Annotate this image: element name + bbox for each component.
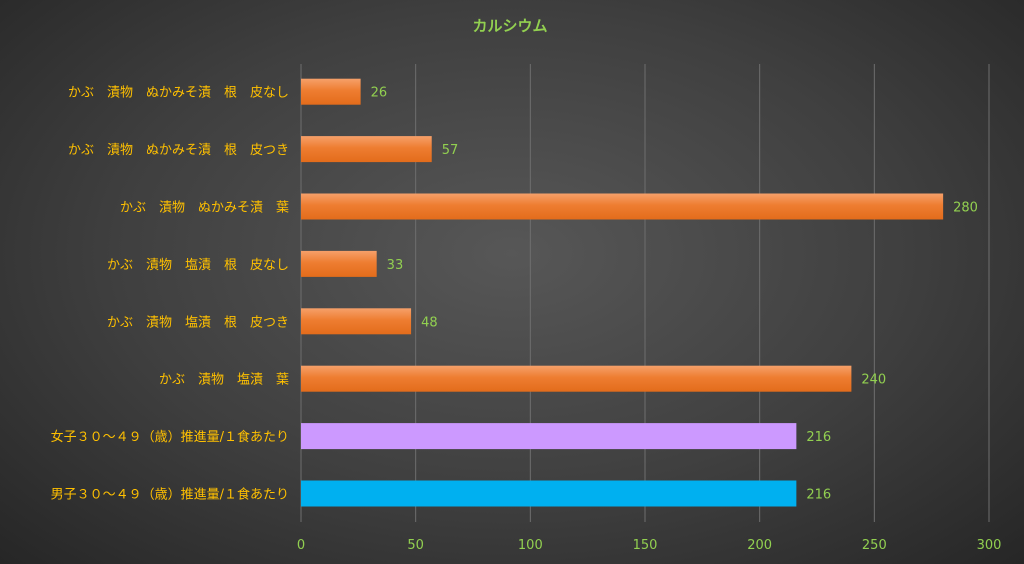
bar bbox=[301, 365, 852, 392]
category-label: かぶ 漬物 ぬかみそ漬 根 皮つき bbox=[68, 143, 289, 158]
data-label: 216 bbox=[806, 430, 831, 445]
x-tick-label: 150 bbox=[633, 538, 658, 553]
data-label: 26 bbox=[371, 86, 388, 101]
bar bbox=[301, 136, 432, 163]
data-label: 48 bbox=[421, 315, 438, 330]
bars bbox=[301, 78, 944, 507]
x-tick-label: 0 bbox=[297, 538, 305, 553]
chart-title: カルシウム bbox=[472, 17, 547, 35]
bar bbox=[301, 423, 797, 450]
data-label: 33 bbox=[387, 258, 404, 273]
data-label: 240 bbox=[861, 373, 886, 388]
x-tick-label: 50 bbox=[407, 538, 424, 553]
category-label: 女子３０～４９（歳）推進量/１食あたり bbox=[51, 429, 289, 445]
data-label: 216 bbox=[806, 488, 831, 503]
data-label: 280 bbox=[953, 201, 978, 216]
bar bbox=[301, 250, 377, 277]
x-tick-label: 250 bbox=[862, 538, 887, 553]
category-label: かぶ 漬物 塩漬 根 皮なし bbox=[107, 258, 289, 273]
value-labels: 26 57 280 33 48 240 216 216 bbox=[371, 86, 978, 503]
bar bbox=[301, 193, 944, 220]
x-tick-label: 200 bbox=[747, 538, 772, 553]
x-axis-tick-labels: 0 50 100 150 200 250 300 bbox=[297, 538, 1002, 553]
category-label: かぶ 漬物 ぬかみそ漬 根 皮なし bbox=[68, 86, 289, 101]
data-label: 57 bbox=[442, 143, 459, 158]
category-label: かぶ 漬物 塩漬 根 皮つき bbox=[107, 315, 289, 330]
category-label: かぶ 漬物 塩漬 葉 bbox=[159, 373, 289, 388]
category-label: 男子３０～４９（歳）推進量/１食あたり bbox=[51, 487, 289, 503]
bar bbox=[301, 480, 797, 507]
x-tick-label: 100 bbox=[518, 538, 543, 553]
bar bbox=[301, 308, 412, 335]
bar bbox=[301, 78, 361, 105]
x-tick-label: 300 bbox=[977, 538, 1002, 553]
gridlines bbox=[300, 64, 990, 522]
category-label: かぶ 漬物 ぬかみそ漬 葉 bbox=[120, 201, 289, 216]
